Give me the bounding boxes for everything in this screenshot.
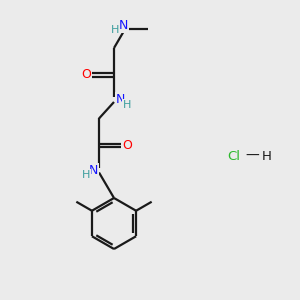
Text: Cl: Cl (227, 149, 241, 163)
Text: H: H (122, 100, 131, 110)
Text: N: N (89, 164, 98, 177)
Text: H: H (110, 25, 119, 35)
Text: —: — (245, 149, 259, 163)
Text: N: N (115, 93, 125, 106)
Text: O: O (122, 139, 132, 152)
Text: H: H (262, 149, 272, 163)
Text: H: H (82, 170, 91, 180)
Text: N: N (118, 19, 128, 32)
Text: O: O (81, 68, 91, 82)
